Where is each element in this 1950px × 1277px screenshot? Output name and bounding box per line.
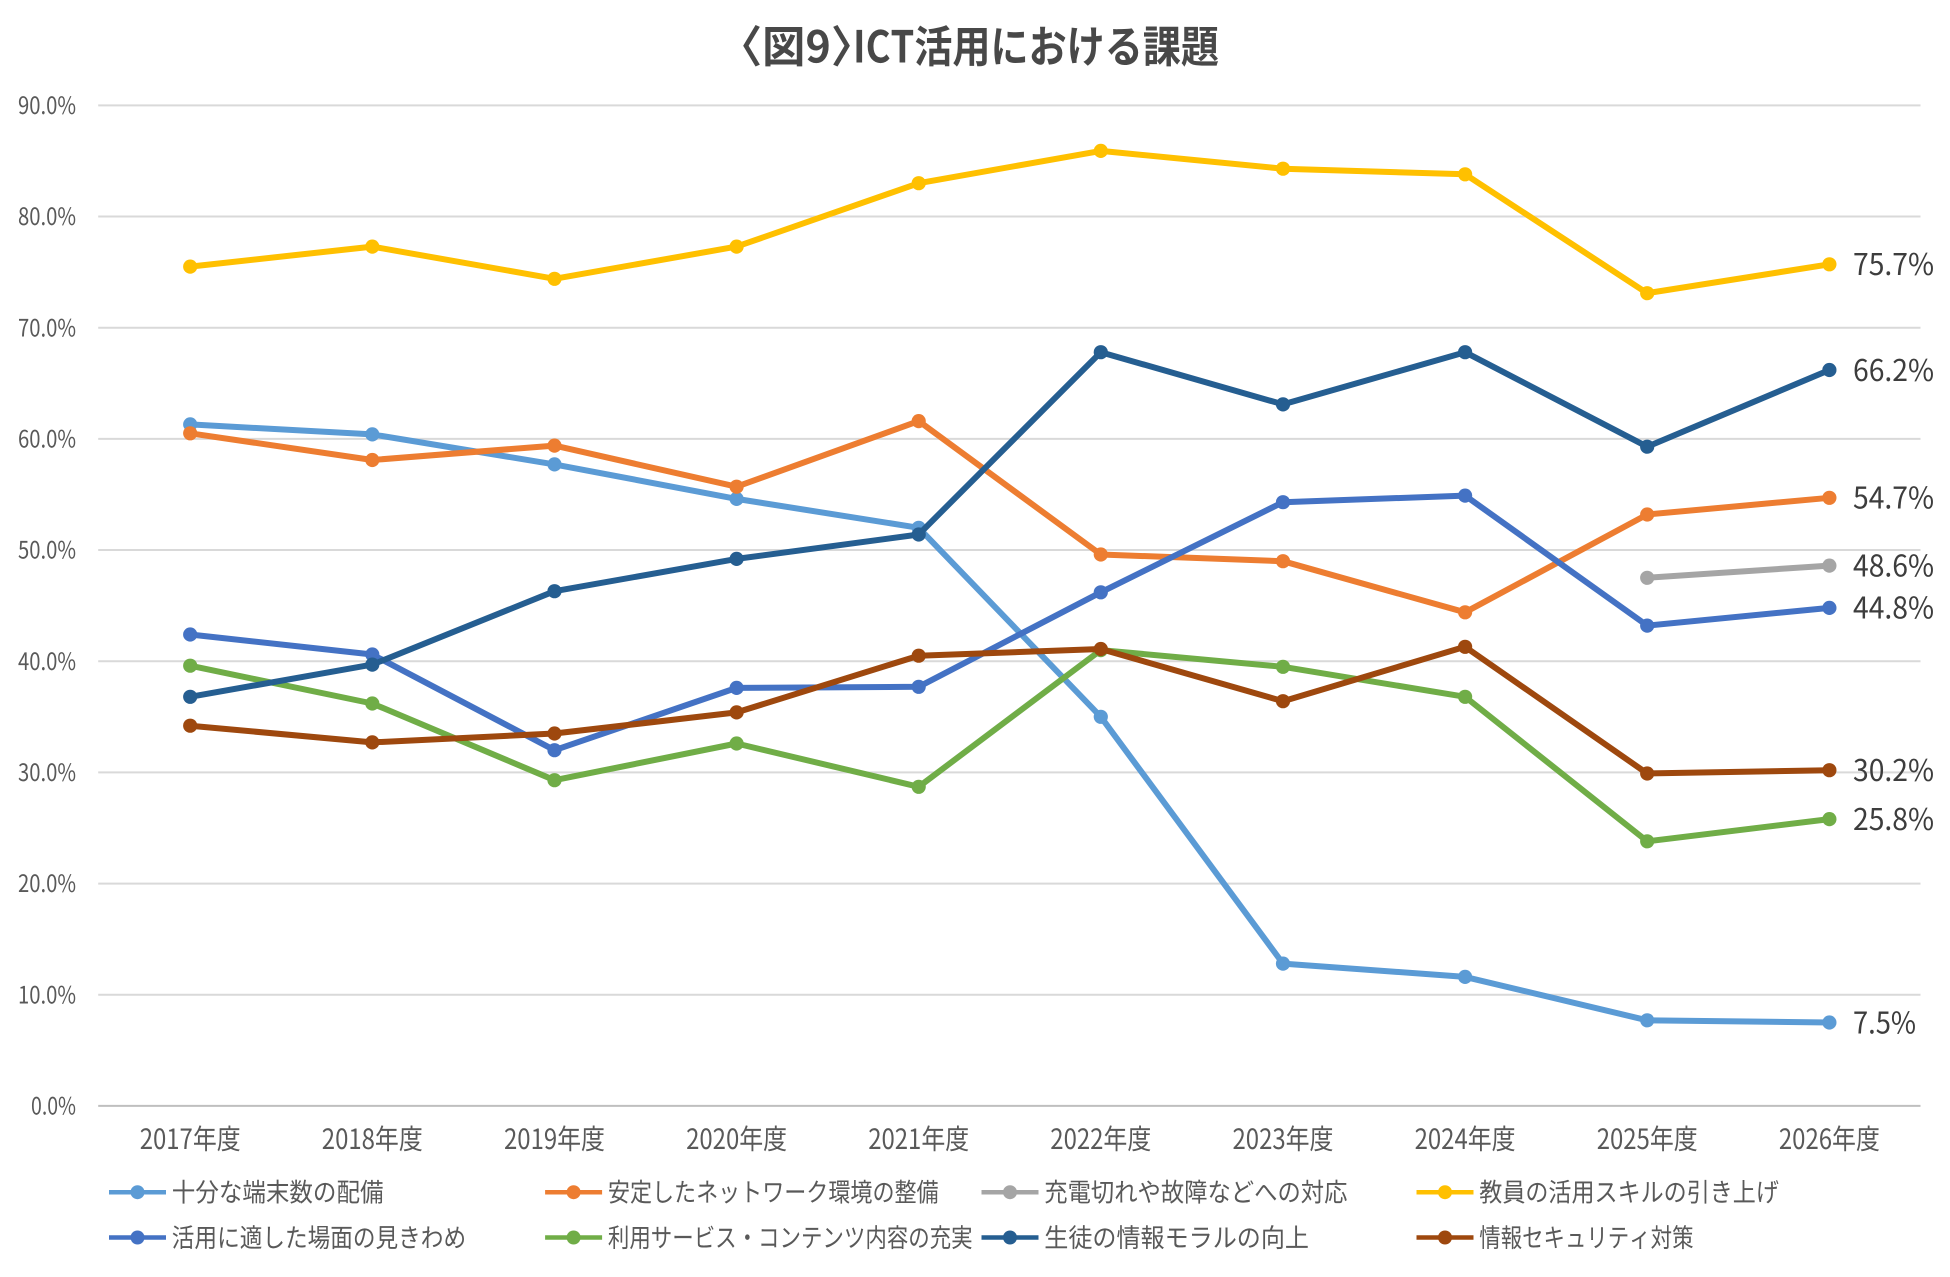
svg-text:安定したネットワーク環境の整備: 安定したネットワーク環境の整備 [608, 1173, 939, 1210]
svg-text:情報セキュリティ対策: 情報セキュリティ対策 [1479, 1218, 1693, 1255]
svg-text:2023年度: 2023年度 [1233, 1118, 1334, 1158]
svg-text:40.0%: 40.0% [18, 642, 76, 677]
svg-text:30.0%: 30.0% [18, 753, 76, 788]
svg-text:〈図9〉: 〈図9〉 [719, 12, 874, 76]
svg-text:7.5%: 7.5% [1853, 998, 1916, 1042]
svg-text:2017年度: 2017年度 [140, 1118, 241, 1158]
svg-text:70.0%: 70.0% [18, 308, 76, 343]
svg-text:充電切れや故障などへの対応: 充電切れや故障などへの対応 [1044, 1173, 1347, 1210]
svg-text:2021年度: 2021年度 [868, 1118, 969, 1158]
svg-text:2019年度: 2019年度 [504, 1118, 605, 1158]
svg-text:10.0%: 10.0% [18, 975, 76, 1010]
svg-text:2020年度: 2020年度 [686, 1118, 787, 1158]
svg-text:54.7%: 54.7% [1853, 474, 1934, 518]
svg-text:活用に適した場面の見きわめ: 活用に適した場面の見きわめ [172, 1218, 466, 1255]
svg-text:75.7%: 75.7% [1853, 240, 1934, 284]
svg-text:30.2%: 30.2% [1853, 746, 1934, 790]
svg-text:20.0%: 20.0% [18, 864, 76, 899]
svg-text:教員の活用スキルの引き上げ: 教員の活用スキルの引き上げ [1479, 1173, 1779, 1210]
svg-text:0.0%: 0.0% [31, 1087, 76, 1122]
svg-text:2026年度: 2026年度 [1779, 1118, 1880, 1158]
svg-text:2024年度: 2024年度 [1415, 1118, 1516, 1158]
svg-text:90.0%: 90.0% [18, 86, 76, 121]
svg-text:ICT活用における課題: ICT活用における課題 [853, 12, 1219, 76]
svg-text:50.0%: 50.0% [18, 531, 76, 566]
svg-text:66.2%: 66.2% [1853, 346, 1934, 390]
svg-text:25.8%: 25.8% [1853, 795, 1934, 839]
svg-text:60.0%: 60.0% [18, 420, 76, 455]
svg-text:十分な端末数の配備: 十分な端末数の配備 [172, 1173, 384, 1210]
svg-text:2022年度: 2022年度 [1050, 1118, 1151, 1158]
svg-text:2018年度: 2018年度 [322, 1118, 423, 1158]
svg-text:生徒の情報モラルの向上: 生徒の情報モラルの向上 [1044, 1218, 1309, 1255]
svg-text:44.8%: 44.8% [1853, 584, 1934, 628]
svg-text:48.6%: 48.6% [1853, 541, 1934, 585]
svg-text:80.0%: 80.0% [18, 197, 76, 232]
svg-text:2025年度: 2025年度 [1597, 1118, 1698, 1158]
svg-text:利用サービス・コンテンツ内容の充実: 利用サービス・コンテンツ内容の充実 [608, 1218, 973, 1255]
